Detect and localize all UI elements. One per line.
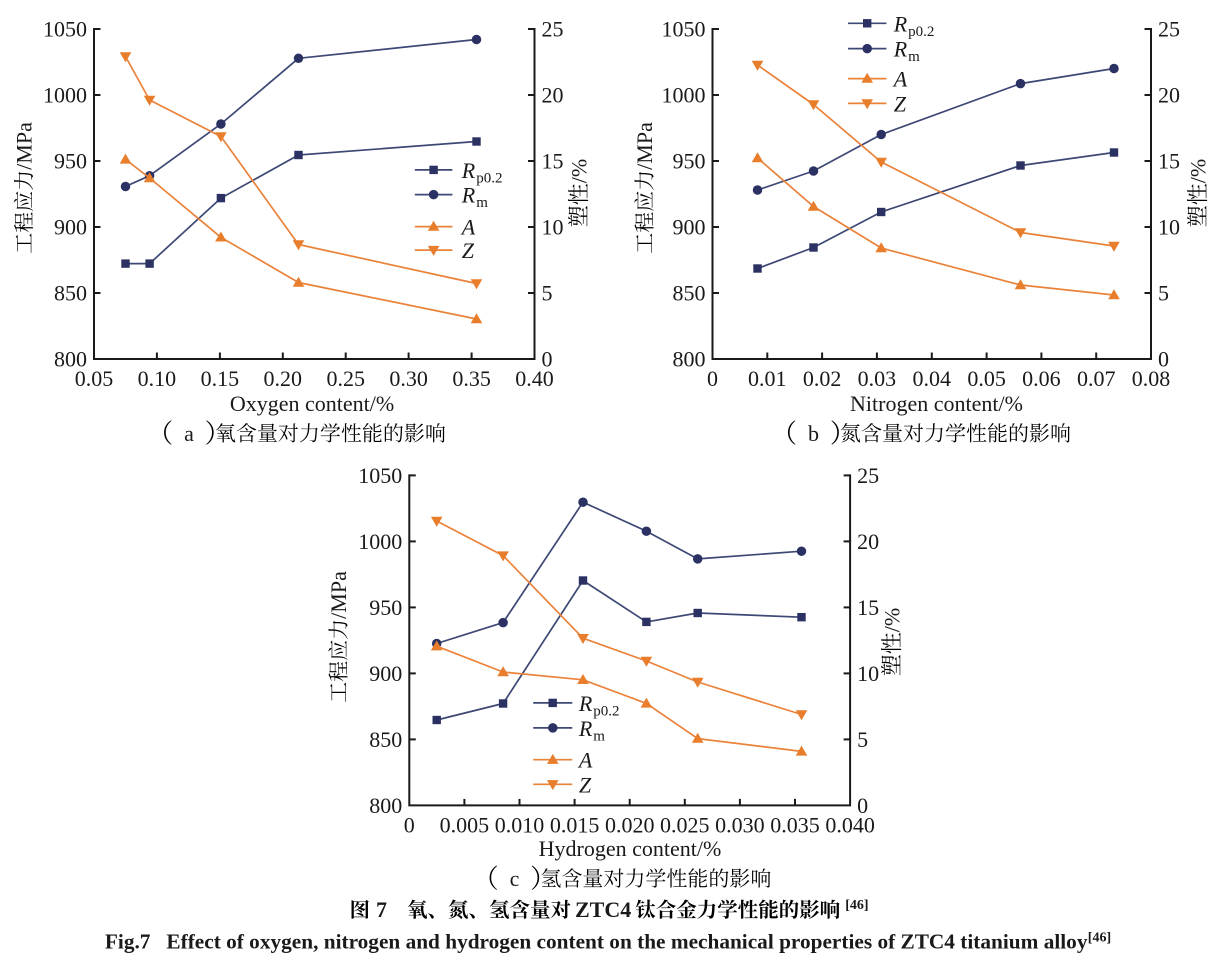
svg-text:Oxygen content/%: Oxygen content/% xyxy=(230,391,394,416)
svg-text:15: 15 xyxy=(1158,149,1180,174)
svg-text:m: m xyxy=(593,728,605,744)
svg-text:/MPa: /MPa xyxy=(12,122,37,170)
svg-text:900: 900 xyxy=(673,215,706,240)
svg-text:0.20: 0.20 xyxy=(264,366,303,391)
svg-text:5: 5 xyxy=(542,281,553,306)
svg-text:a: a xyxy=(184,421,194,446)
svg-text:10: 10 xyxy=(1158,215,1180,240)
svg-text:m: m xyxy=(476,195,488,211)
svg-text:p0.2: p0.2 xyxy=(908,24,934,40)
svg-text:R: R xyxy=(893,11,908,36)
svg-text:Nitrogen content/%: Nitrogen content/% xyxy=(850,391,1023,416)
svg-text:25: 25 xyxy=(857,463,879,488)
svg-text:[46]: [46] xyxy=(1088,931,1111,946)
svg-text:20: 20 xyxy=(542,83,564,108)
svg-text:0: 0 xyxy=(707,366,718,391)
svg-text:0.01: 0.01 xyxy=(748,366,787,391)
svg-text:[46]: [46] xyxy=(845,898,868,913)
svg-text:0.07: 0.07 xyxy=(1077,366,1116,391)
svg-text:0.005: 0.005 xyxy=(440,812,490,837)
svg-text:R: R xyxy=(578,716,593,741)
svg-text:25: 25 xyxy=(542,17,564,42)
svg-text:0: 0 xyxy=(857,793,868,818)
svg-text:0.04: 0.04 xyxy=(913,366,952,391)
svg-text:m: m xyxy=(908,49,920,65)
svg-text:850: 850 xyxy=(673,281,706,306)
svg-text:0.25: 0.25 xyxy=(326,366,365,391)
svg-text:/MPa: /MPa xyxy=(326,571,351,619)
svg-text:800: 800 xyxy=(369,793,402,818)
svg-text:0.05: 0.05 xyxy=(967,366,1006,391)
svg-text:850: 850 xyxy=(54,281,87,306)
svg-text:0.10: 0.10 xyxy=(138,366,177,391)
svg-text:/%: /% xyxy=(1186,159,1211,183)
svg-text:950: 950 xyxy=(369,595,402,620)
svg-text:1050: 1050 xyxy=(662,17,706,42)
svg-text:1000: 1000 xyxy=(662,83,706,108)
svg-text:25: 25 xyxy=(1158,17,1180,42)
svg-text:Z: Z xyxy=(894,91,907,116)
svg-text:0.035: 0.035 xyxy=(770,812,820,837)
svg-text:Fig.7 Effect of oxygen, nitr: Fig.7 Effect of oxygen, nitrogen and hyd… xyxy=(105,930,1088,954)
svg-text:0.05: 0.05 xyxy=(75,366,114,391)
svg-text:ZTC4: ZTC4 xyxy=(575,897,631,922)
svg-text:850: 850 xyxy=(369,727,402,752)
svg-text:950: 950 xyxy=(54,149,87,174)
svg-text:0.08: 0.08 xyxy=(1132,366,1171,391)
svg-text:A: A xyxy=(577,748,593,773)
svg-text:10: 10 xyxy=(857,661,879,686)
svg-text:R: R xyxy=(461,183,476,208)
svg-text:0.03: 0.03 xyxy=(858,366,897,391)
svg-text:20: 20 xyxy=(857,529,879,554)
svg-text:Z: Z xyxy=(579,772,592,797)
svg-text:7: 7 xyxy=(376,897,387,922)
svg-text:1050: 1050 xyxy=(358,463,402,488)
svg-text:0: 0 xyxy=(542,347,553,372)
svg-text:20: 20 xyxy=(1158,83,1180,108)
svg-text:0.06: 0.06 xyxy=(1022,366,1061,391)
svg-text:0: 0 xyxy=(1158,347,1169,372)
svg-text:/MPa: /MPa xyxy=(632,122,657,170)
svg-text:A: A xyxy=(892,67,908,92)
svg-text:c: c xyxy=(510,866,520,891)
svg-text:950: 950 xyxy=(673,149,706,174)
svg-text:10: 10 xyxy=(542,215,564,240)
svg-text:0.015: 0.015 xyxy=(550,812,600,837)
svg-text:p0.2: p0.2 xyxy=(476,170,502,186)
svg-text:900: 900 xyxy=(54,215,87,240)
svg-text:0.02: 0.02 xyxy=(803,366,842,391)
svg-text:/%: /% xyxy=(880,608,905,632)
svg-text:0.30: 0.30 xyxy=(389,366,428,391)
svg-text:5: 5 xyxy=(1158,281,1169,306)
svg-text:5: 5 xyxy=(857,727,868,752)
svg-text:900: 900 xyxy=(369,661,402,686)
svg-text:0.025: 0.025 xyxy=(660,812,710,837)
svg-text:/%: /% xyxy=(567,159,592,183)
svg-text:1000: 1000 xyxy=(358,529,402,554)
svg-text:R: R xyxy=(461,158,476,183)
svg-text:0.35: 0.35 xyxy=(452,366,491,391)
svg-text:0.40: 0.40 xyxy=(515,366,554,391)
svg-text:0.010: 0.010 xyxy=(495,812,545,837)
svg-text:800: 800 xyxy=(673,347,706,372)
svg-text:1000: 1000 xyxy=(43,83,87,108)
svg-text:A: A xyxy=(460,215,476,240)
svg-text:0.020: 0.020 xyxy=(605,812,655,837)
svg-text:15: 15 xyxy=(542,149,564,174)
svg-text:15: 15 xyxy=(857,595,879,620)
svg-text:0.030: 0.030 xyxy=(715,812,765,837)
svg-text:0: 0 xyxy=(404,812,415,837)
svg-text:1050: 1050 xyxy=(43,17,87,42)
svg-text:Z: Z xyxy=(462,238,475,263)
svg-text:0.040: 0.040 xyxy=(825,812,875,837)
svg-text:R: R xyxy=(893,37,908,62)
svg-text:p0.2: p0.2 xyxy=(593,703,619,719)
svg-text:R: R xyxy=(578,691,593,716)
svg-text:0.15: 0.15 xyxy=(201,366,240,391)
svg-text:800: 800 xyxy=(54,347,87,372)
svg-text:Hydrogen content/%: Hydrogen content/% xyxy=(539,836,722,861)
svg-text:b: b xyxy=(808,421,819,446)
